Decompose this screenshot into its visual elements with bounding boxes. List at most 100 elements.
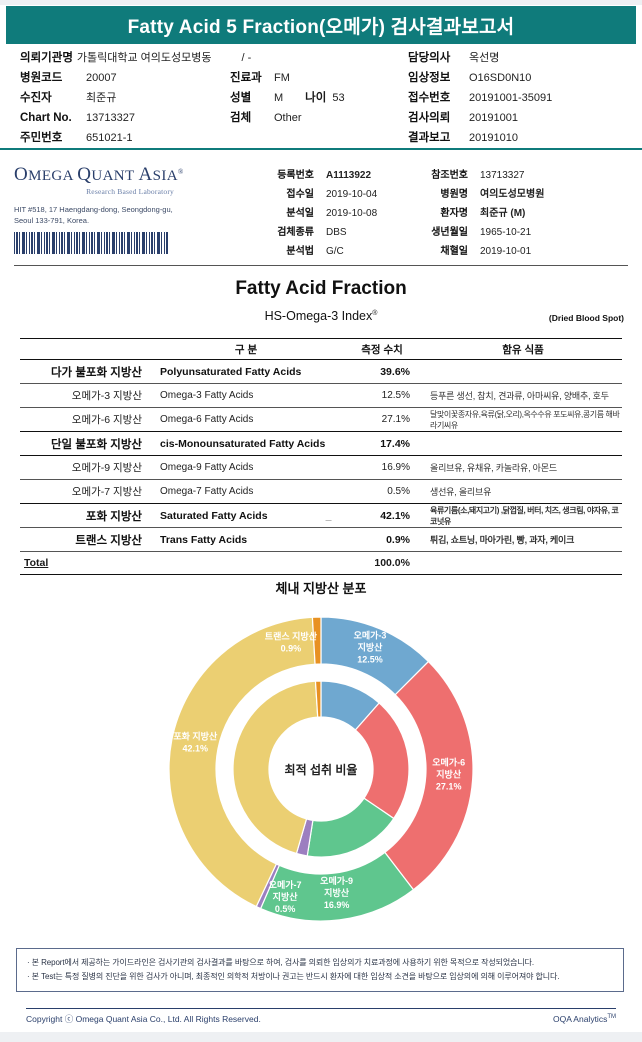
patient-field-age-value: 53: [332, 92, 345, 104]
patient-field-병원코드: 병원코드 20007: [20, 68, 250, 88]
row-food-cell: 올리브유, 유채유, 카놀라유, 아몬드: [424, 455, 622, 480]
lab-field-value: 2019-10-08: [326, 208, 378, 219]
row-food-sources: 튀김, 쇼트닝, 마아가린, 빵, 과자, 케이크: [430, 535, 575, 545]
row-label-english: Trans Fatty Acids: [160, 533, 248, 546]
top-band: [0, 0, 642, 5]
row-label-korean: 단일 불포화 지방산: [20, 431, 152, 456]
patient-field-label: 의뢰기관명: [20, 52, 73, 64]
patient-field-의뢰기관명: 의뢰기관명 가톨릭대학교 여의도성모병동 / -: [20, 48, 251, 68]
table-total-row: Total 100.0%: [20, 551, 622, 575]
lab-field-label: 검체종류: [277, 227, 314, 238]
total-food-blank: [424, 551, 622, 575]
lab-field-value: 2019-10-04: [326, 189, 378, 200]
patient-field-value: 20191001-35091: [469, 92, 553, 104]
disclaimer-line-1: · 본 Report에서 제공하는 가이드라인은 검사기관의 검사결과를 바탕으…: [27, 958, 535, 967]
footer-rule: [26, 1008, 616, 1009]
table-row: 오메가-9 지방산 Omega-9 Fatty Acids 16.9% 올리브유, 유…: [20, 455, 622, 480]
patient-field-검체: 검체 Other: [230, 108, 410, 128]
row-label-english: Omega-6 Fatty Acids: [160, 414, 254, 425]
lab-field-생년월일: 생년월일 1965-10-21: [420, 223, 620, 242]
row-measured-value: 0.5%: [340, 479, 424, 504]
patient-field-value: M: [274, 92, 284, 104]
total-label: Total: [20, 551, 152, 575]
laboratory-band: OMEGA QUANT ASIA® Research Based Laborat…: [0, 152, 642, 260]
patient-field-value: 651021-1: [86, 132, 133, 144]
segment-label-4: 포화 지방산: [173, 731, 218, 742]
row-food-sources: 올리브유, 유채유, 카놀라유, 아몬드: [430, 463, 557, 473]
patient-column-1: 의뢰기관명 가톨릭대학교 여의도성모병동 / - 병원코드 20007 수진자 최준규 Cha…: [20, 48, 251, 148]
row-measured-value: 42.1%: [340, 503, 424, 528]
lab-field-value: G/C: [326, 246, 344, 257]
lab-field-value: A1113922: [326, 170, 372, 181]
patient-field-label: 진료과: [230, 72, 262, 84]
row-food-cell: 육류기름(소,돼지고기) ,닭껍질, 버터, 치즈, 생크림, 야자유, 코코넛…: [424, 503, 622, 528]
segment-label-3: 0.5%: [275, 904, 296, 914]
patient-field-value: 최준규: [86, 92, 117, 104]
lab-field-value: 13713327: [480, 170, 525, 181]
segment-label-2: 오메가-9: [320, 875, 353, 886]
table-row: 트랜스 지방산 Trans Fatty Acids 0.9% 튀김, 쇼트닝, 마아가…: [20, 528, 622, 552]
patient-field-label: 접수번호: [408, 92, 451, 104]
section-subtitle-text: HS-Omega-3 Index: [264, 309, 373, 323]
row-label-korean: 오메가-6 지방산: [71, 414, 142, 426]
patient-field-결과보고: 결과보고 20191010: [408, 128, 638, 148]
patient-column-3: 담당의사 옥선명 임상정보 O16SD0N10 접수번호 20191001-35091 검사…: [408, 48, 638, 148]
row-label-english: Omega-9 Fatty Acids: [152, 455, 340, 480]
lab-field-value: 2019-10-01: [480, 246, 532, 257]
patient-field-value: FM: [274, 72, 290, 84]
section-divider: [14, 265, 628, 266]
page-footer: Copyright ⓒ Omega Quant Asia Co., Ltd. A…: [26, 1013, 616, 1025]
table-header-food: 함유 식품: [424, 338, 622, 360]
lab-field-병원명: 병원명 여의도성모병원: [420, 185, 620, 204]
patient-field-label: 성별: [230, 92, 252, 104]
patient-field-label: 결과보고: [408, 132, 451, 144]
row-dash-mark: _: [325, 509, 332, 522]
patient-field-Chart No.: Chart No. 13713327: [20, 108, 250, 128]
segment-label-4: 42.1%: [183, 744, 209, 754]
lab-field-label: 접수일: [286, 189, 314, 200]
patient-field-value: O16SD0N10: [469, 72, 532, 84]
lab-field-채혈일: 채혈일 2019-10-01: [420, 242, 620, 261]
outer-ring-segment-1: [383, 660, 474, 891]
lab-field-value: 여의도성모병원: [480, 189, 545, 200]
patient-field-검사의뢰: 검사의뢰 20191001: [408, 108, 638, 128]
lab-field-분석법: 분석법 G/C: [258, 242, 398, 261]
segment-label-0: 지방산: [358, 642, 384, 653]
row-food-cell: 달맞이꽃종자유,육류(닭,오리),옥수수유 포도씨유,콩기름 해바라기씨유: [424, 408, 622, 432]
sample-type-note: (Dried Blood Spot): [548, 313, 624, 323]
patient-field-label: 병원코드: [20, 72, 63, 84]
table-row: 다가 불포화 지방산 Polyunsaturated Fatty Acids 39.…: [20, 359, 622, 384]
inner-ring-segment-5: [314, 680, 322, 718]
table-header-row: 구 분 측정 수치 함유 식품: [20, 338, 622, 360]
lab-info-column-left: 등록번호 A1113922 접수일 2019-10-04 분석일 2019-10-08 검체…: [258, 166, 398, 261]
segment-label-2: 16.9%: [324, 900, 350, 910]
oqa-address: HIT #518, 17 Haengdang-dong, Seongdong-g…: [14, 205, 173, 225]
lab-field-참조번호: 참조번호 13713327: [420, 166, 620, 185]
fatty-acid-table: 구 분 측정 수치 함유 식품 다가 불포화 지방산 Polyunsaturate…: [20, 338, 622, 575]
registered-mark: ®: [372, 309, 378, 317]
table-row: 오메가-7 지방산 Omega-7 Fatty Acids 0.5% 생선유, 올리브…: [20, 479, 622, 504]
lab-field-접수일: 접수일 2019-10-04: [258, 185, 398, 204]
patient-field-age-label: 나이: [305, 92, 327, 104]
row-food-sources: 생선유, 올리브유: [430, 487, 492, 497]
patient-field-value: 옥선명: [469, 52, 500, 64]
row-food-cell: 튀김, 쇼트닝, 마아가린, 빵, 과자, 케이크: [424, 528, 622, 552]
patient-field-수진자: 수진자 최준규: [20, 88, 250, 108]
segment-label-3: 오메가-7: [269, 879, 302, 890]
lab-field-label: 채혈일: [440, 246, 468, 257]
segment-label-0: 오메가-3: [354, 630, 387, 641]
row-food-sources: 육류기름(소,돼지고기) ,닭껍질, 버터, 치즈, 생크림, 야자유, 코코넛…: [430, 505, 619, 526]
donut-svg: 오메가-3지방산12.5%오메가-6지방산27.1%오메가-9지방산16.9%오…: [168, 616, 474, 922]
brand-text: OQA AnalyticsTM: [552, 1014, 616, 1024]
row-measured-value: 0.9%: [386, 533, 410, 546]
lab-field-value: 1965-10-21: [480, 227, 532, 238]
segment-label-1: 지방산: [436, 768, 462, 779]
patient-field-label: 검체: [230, 112, 252, 124]
table-header-value: 측정 수치: [340, 338, 424, 360]
patient-column-2: 진료과 FM 성별 M 나이 53 검체 Other: [230, 48, 410, 128]
barcode-image: [14, 232, 169, 254]
page-title: Fatty Acid 5 Fraction(오메가) 검사결과보고서: [127, 16, 515, 38]
total-value: 100.0%: [340, 551, 424, 575]
lab-field-분석일: 분석일 2019-10-08: [258, 204, 398, 223]
